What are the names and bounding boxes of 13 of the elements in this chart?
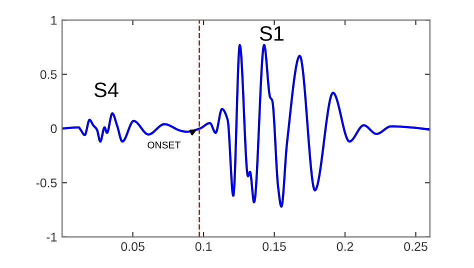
- annotation: S1: [260, 26, 284, 41]
- y-tick-label: -0.5: [36, 178, 57, 188]
- annotation: ONSET: [148, 142, 180, 148]
- y-tick-label: 0: [50, 124, 57, 134]
- x-tick-label: 0.2: [336, 242, 354, 251]
- annotation: S4: [94, 82, 118, 98]
- y-tick-label: 0.5: [40, 70, 57, 79]
- x-tick-label: 0.15: [262, 242, 286, 251]
- x-tick-label: 0.05: [121, 242, 144, 251]
- x-tick-label: 0.25: [404, 242, 428, 251]
- x-tick-label: 0.1: [195, 242, 212, 251]
- y-tick-label: 1: [51, 16, 57, 25]
- y-tick-label: -1: [46, 232, 57, 242]
